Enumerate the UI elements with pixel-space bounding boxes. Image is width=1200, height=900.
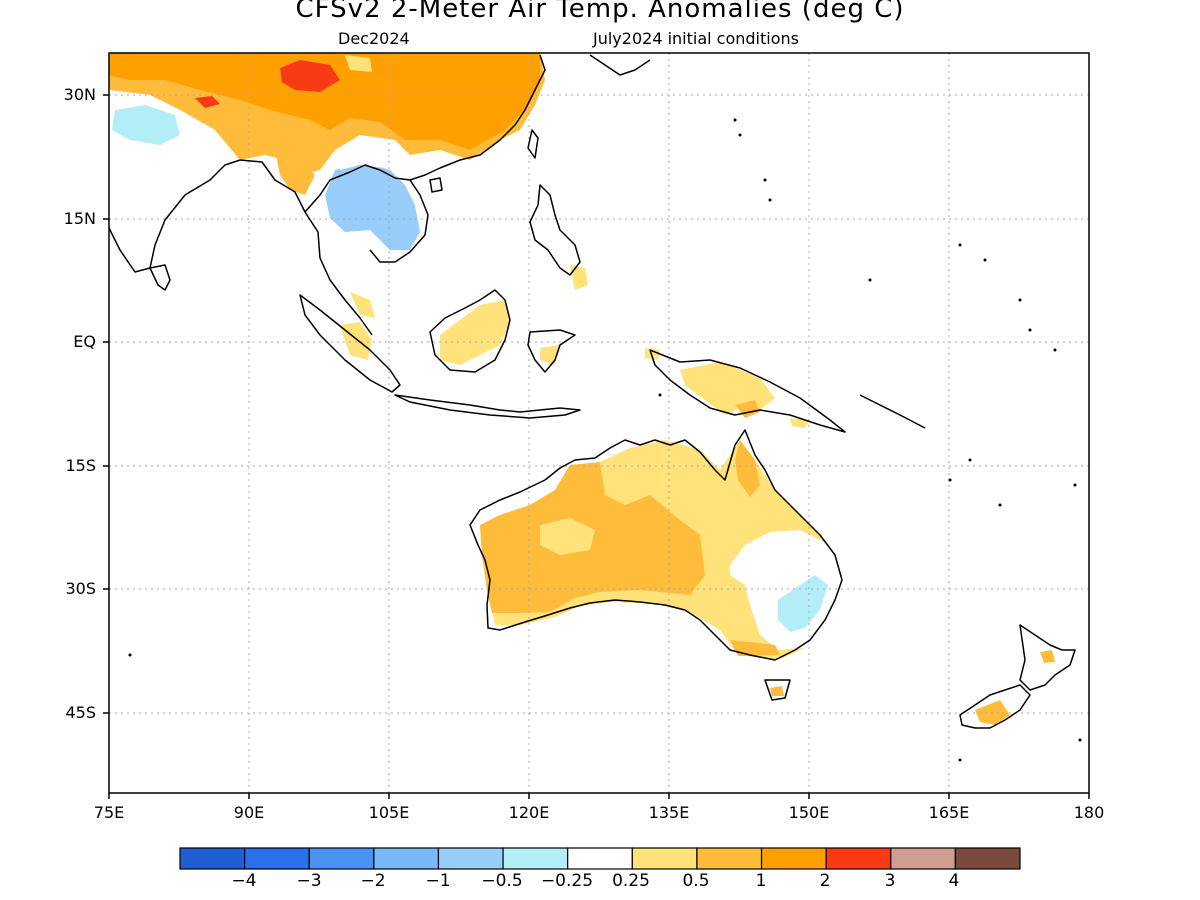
- colorbar: [179, 847, 1021, 870]
- lon-label-90e: 90E: [233, 803, 265, 822]
- colorbar-label: 4: [948, 871, 960, 891]
- colorbar-label: −2: [360, 871, 386, 891]
- lon-label-105e: 105E: [368, 803, 410, 822]
- colorbar-swatch: [502, 847, 569, 870]
- colorbar-swatch: [631, 847, 698, 870]
- colorbar-swatch: [179, 847, 246, 870]
- lon-label-180: 180: [1073, 803, 1105, 822]
- lon-label-150e: 150E: [788, 803, 830, 822]
- pacific-islands: [128, 118, 1082, 762]
- lon-label-120e: 120E: [508, 803, 550, 822]
- colorbar-swatch: [567, 847, 633, 870]
- lon-label-135e: 135E: [648, 803, 690, 822]
- colorbar-label: 2: [819, 871, 831, 891]
- colorbar-label: 0.5: [682, 871, 710, 891]
- axis-ticks: [103, 94, 1090, 799]
- anomaly-shading: [109, 53, 1055, 725]
- lon-label-165e: 165E: [928, 803, 970, 822]
- coastlines: [109, 54, 1076, 729]
- colorbar-swatch: [244, 847, 310, 870]
- colorbar-label: −0.25: [540, 871, 594, 891]
- map-grid: [109, 53, 1089, 793]
- lat-label-30s: 30S: [65, 579, 96, 598]
- colorbar-label: 3: [884, 871, 896, 891]
- lat-label-45s: 45S: [65, 703, 96, 722]
- colorbar-swatch: [373, 847, 440, 870]
- colorbar-label: −1: [425, 871, 451, 891]
- colorbar-swatch: [308, 847, 375, 870]
- colorbar-label: −4: [231, 871, 257, 891]
- chart-title: CFSv2 2-Meter Air Temp. Anomalies (deg C…: [295, 0, 905, 24]
- target-month-label: Dec2024: [338, 29, 410, 48]
- lon-label-75e: 75E: [93, 803, 125, 822]
- map-plot-area: [109, 53, 1089, 793]
- colorbar-label: −3: [296, 871, 322, 891]
- colorbar-swatch: [954, 847, 1021, 870]
- colorbar-label: −0.5: [481, 871, 523, 891]
- colorbar-swatch: [760, 847, 827, 870]
- colorbar-swatch: [890, 847, 956, 870]
- lat-label-30n: 30N: [63, 85, 96, 104]
- lat-label-15n: 15N: [63, 209, 96, 228]
- colorbar-label: 0.25: [612, 871, 650, 891]
- colorbar-swatch: [437, 847, 504, 870]
- initial-conditions-label: July2024 initial conditions: [593, 29, 799, 48]
- lat-label-eq: EQ: [73, 332, 96, 351]
- colorbar-swatch: [825, 847, 892, 870]
- plot-frame: [108, 52, 1090, 794]
- lat-label-15s: 15S: [65, 456, 96, 475]
- colorbar-label: 1: [755, 871, 767, 891]
- colorbar-swatch: [696, 847, 763, 870]
